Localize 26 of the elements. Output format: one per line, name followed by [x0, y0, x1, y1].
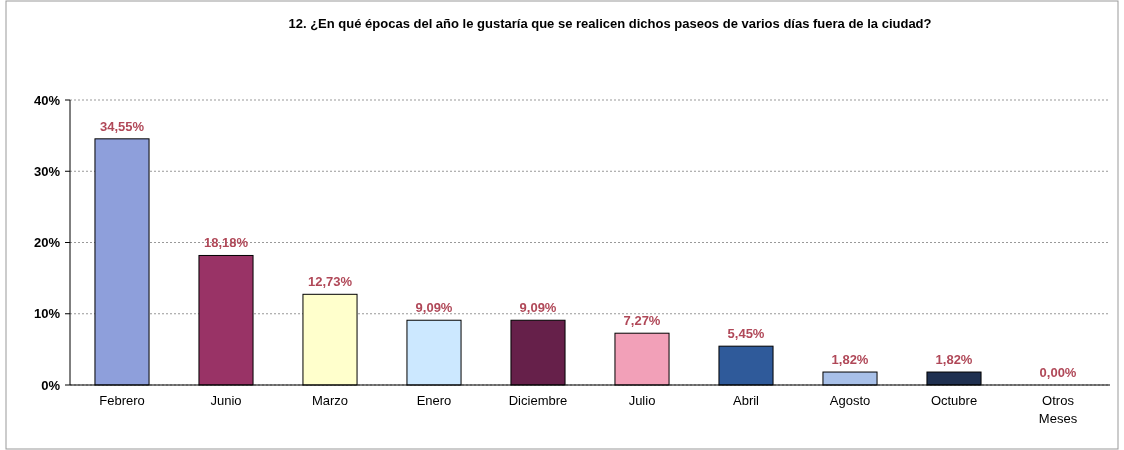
- y-tick-label: 20%: [33, 235, 61, 251]
- data-label: 9,09%: [415, 300, 453, 316]
- data-label: 18,18%: [203, 235, 249, 251]
- x-tick-label: Agosto: [829, 393, 871, 408]
- data-label: 7,27%: [623, 313, 661, 329]
- y-tick-label: 0%: [41, 377, 61, 393]
- x-tick-label: Julio: [628, 393, 656, 408]
- x-tick-label: Otros Meses: [1038, 393, 1078, 426]
- data-label: 5,45%: [727, 326, 765, 342]
- data-label: 9,09%: [519, 300, 557, 316]
- data-label: 1,82%: [831, 352, 869, 368]
- y-tick-label: 10%: [33, 306, 61, 322]
- data-label: 0,00%: [1039, 365, 1077, 380]
- data-label: 12,73%: [307, 274, 353, 290]
- x-tick-label: Febrero: [99, 393, 145, 408]
- data-label: 34,55%: [99, 118, 145, 134]
- chart-title: 12. ¿En qué épocas del año le gustaría que se realicen dichos paseos de varios días fuera de la ciudad?: [288, 16, 932, 31]
- x-tick-label: Octubre: [930, 393, 978, 408]
- data-label: 1,82%: [935, 352, 973, 368]
- x-tick-label: Junio: [210, 393, 242, 408]
- x-tick-label: Abril: [732, 393, 760, 408]
- y-tick-label: 30%: [33, 163, 61, 179]
- y-tick-label: 40%: [33, 92, 61, 108]
- x-tick-label: Marzo: [311, 393, 349, 408]
- x-tick-label: Diciembre: [508, 393, 568, 408]
- x-tick-label: Enero: [416, 393, 452, 408]
